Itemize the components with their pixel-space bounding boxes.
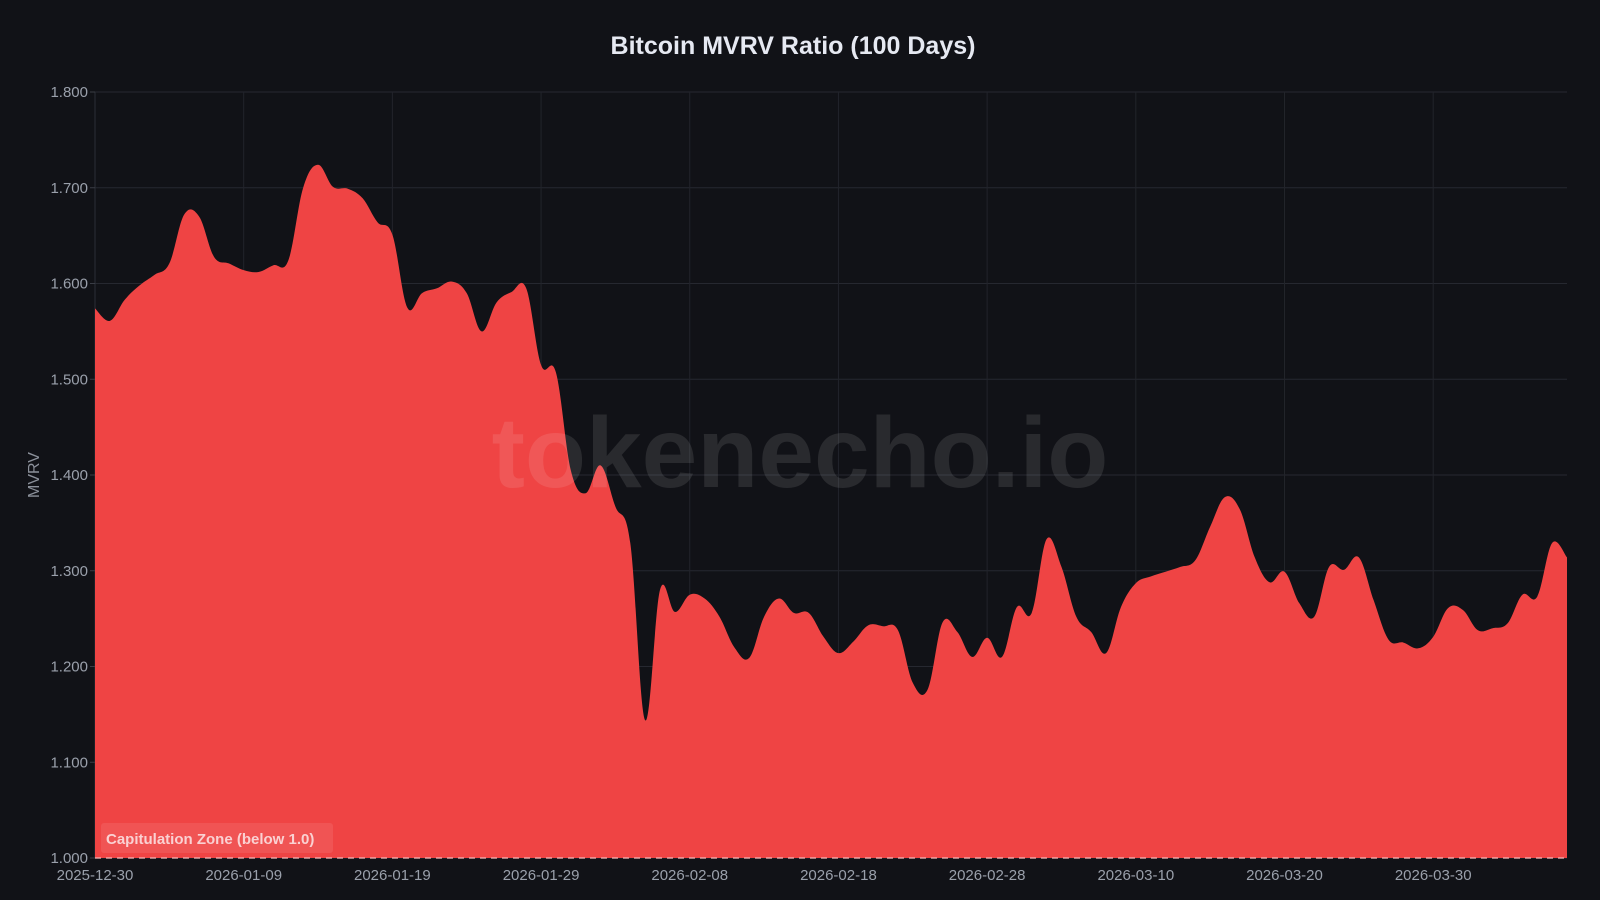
x-tick-label: 2025-12-30: [57, 867, 134, 884]
y-tick-label: 1.000: [50, 850, 88, 867]
x-tick-label: 2026-02-28: [949, 867, 1026, 884]
x-tick-label: 2026-02-08: [651, 867, 728, 884]
y-axis: 1.000 1.100 1.200 1.300 1.400 1.500 1.600 1.700…: [50, 84, 95, 867]
y-tick-label: 1.400: [50, 467, 88, 484]
y-tick-label: 1.600: [50, 276, 88, 293]
x-tick-label: 2026-02-18: [800, 867, 877, 884]
x-tick-label: 2026-01-29: [503, 867, 580, 884]
svg-text:Capitulation Zone (below 1.0): Capitulation Zone (below 1.0): [106, 831, 314, 848]
x-tick-label: 2026-01-19: [354, 867, 431, 884]
y-tick-label: 1.200: [50, 659, 88, 676]
y-tick-label: 1.300: [50, 563, 88, 580]
x-tick-label: 2026-03-10: [1097, 867, 1174, 884]
x-tick-label: 2026-03-30: [1395, 867, 1472, 884]
y-tick-label: 1.500: [50, 371, 88, 388]
watermark: tokenecho.io: [492, 397, 1109, 509]
capitulation-zone-label: Capitulation Zone (below 1.0): [101, 823, 333, 853]
chart-title: Bitcoin MVRV Ratio (100 Days): [610, 32, 976, 60]
x-tick-label: 2026-03-20: [1246, 867, 1323, 884]
y-tick-label: 1.100: [50, 754, 88, 771]
y-tick-label: 1.700: [50, 180, 88, 197]
x-axis: 2025-12-30 2026-01-09 2026-01-19 2026-01-29…: [57, 867, 1472, 884]
y-axis-title: MVRV: [26, 452, 43, 498]
x-tick-label: 2026-01-09: [205, 867, 282, 884]
mvrv-area-series: [95, 164, 1567, 858]
y-tick-label: 1.800: [50, 84, 88, 101]
